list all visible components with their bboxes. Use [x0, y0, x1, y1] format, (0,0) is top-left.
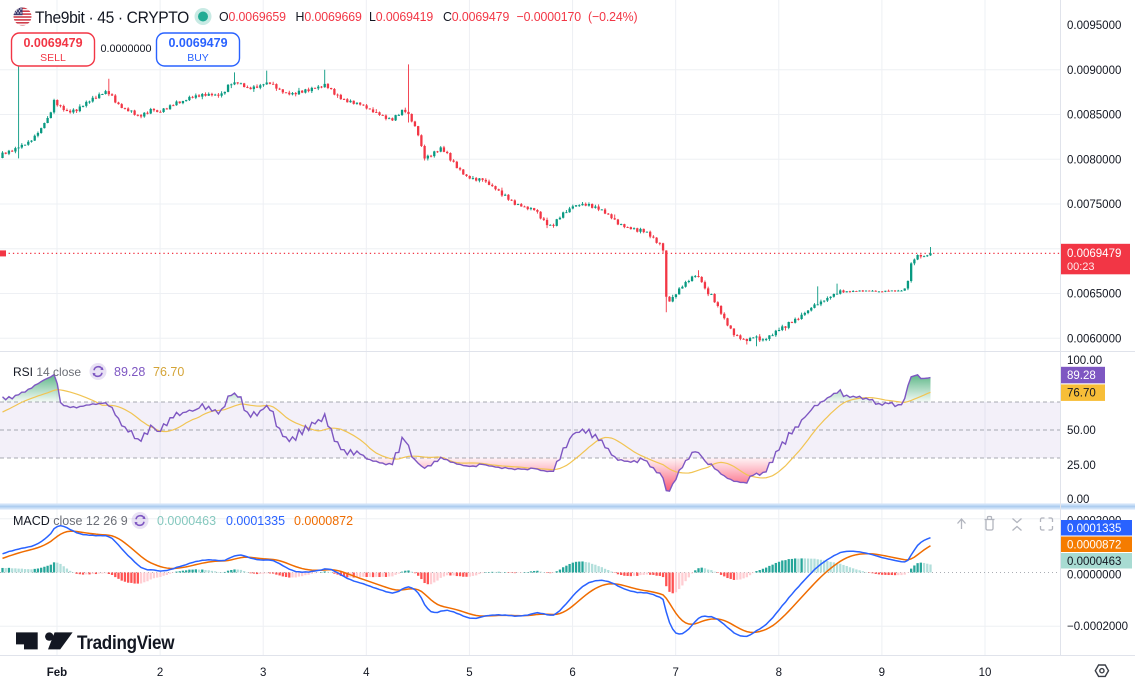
svg-text:Feb: Feb	[47, 667, 67, 679]
svg-text:0.0000000: 0.0000000	[1067, 570, 1121, 582]
svg-text:89.28: 89.28	[114, 365, 145, 379]
svg-text:0.0060000: 0.0060000	[1067, 333, 1121, 345]
svg-text:4: 4	[363, 667, 370, 679]
svg-text:0.0080000: 0.0080000	[1067, 154, 1121, 166]
svg-text:0.00: 0.00	[1067, 494, 1089, 506]
svg-text:0.0000872: 0.0000872	[1067, 539, 1121, 551]
svg-text:76.70: 76.70	[1067, 388, 1096, 400]
svg-text:76.70: 76.70	[153, 365, 184, 379]
svg-text:0.0095000: 0.0095000	[1067, 20, 1121, 32]
svg-text:9: 9	[879, 667, 885, 679]
svg-text:10: 10	[979, 667, 992, 679]
svg-text:2: 2	[157, 667, 163, 679]
svg-text:00:23: 00:23	[1067, 261, 1095, 273]
svg-text:0.0075000: 0.0075000	[1067, 199, 1121, 211]
svg-text:0.0001335: 0.0001335	[226, 514, 285, 528]
svg-text:SELL: SELL	[40, 52, 66, 64]
svg-text:0.0000872: 0.0000872	[294, 514, 353, 528]
svg-text:0.0069479: 0.0069479	[168, 36, 227, 50]
svg-text:0.0000463: 0.0000463	[157, 514, 216, 528]
svg-text:The9bit · 45 · CRYPTO: The9bit · 45 · CRYPTO	[35, 8, 189, 27]
svg-text:3: 3	[260, 667, 266, 679]
svg-text:50.00: 50.00	[1067, 425, 1096, 437]
svg-text:0.0090000: 0.0090000	[1067, 65, 1121, 77]
svg-text:100.00: 100.00	[1067, 355, 1102, 367]
svg-text:−0.0002000: −0.0002000	[1067, 621, 1128, 633]
svg-text:0.0069479: 0.0069479	[1067, 248, 1121, 260]
svg-text:7: 7	[672, 667, 678, 679]
svg-text:RSI 14 close: RSI 14 close	[13, 365, 81, 379]
svg-text:89.28: 89.28	[1067, 370, 1096, 382]
svg-text:0.0000000: 0.0000000	[100, 43, 151, 55]
svg-text:25.00: 25.00	[1067, 460, 1096, 472]
svg-text:0.0085000: 0.0085000	[1067, 110, 1121, 122]
svg-text:5: 5	[466, 667, 472, 679]
svg-text:0.0069479: 0.0069479	[23, 36, 82, 50]
svg-text:0.0000463: 0.0000463	[1067, 556, 1121, 568]
svg-text:6: 6	[569, 667, 575, 679]
svg-text:BUY: BUY	[187, 52, 209, 64]
svg-text:TradingView: TradingView	[77, 631, 175, 653]
svg-text:0.0065000: 0.0065000	[1067, 289, 1121, 301]
svg-text:8: 8	[776, 667, 782, 679]
svg-text:0.0001335: 0.0001335	[1067, 523, 1121, 535]
svg-text:MACD close 12 26 9: MACD close 12 26 9	[13, 514, 128, 528]
